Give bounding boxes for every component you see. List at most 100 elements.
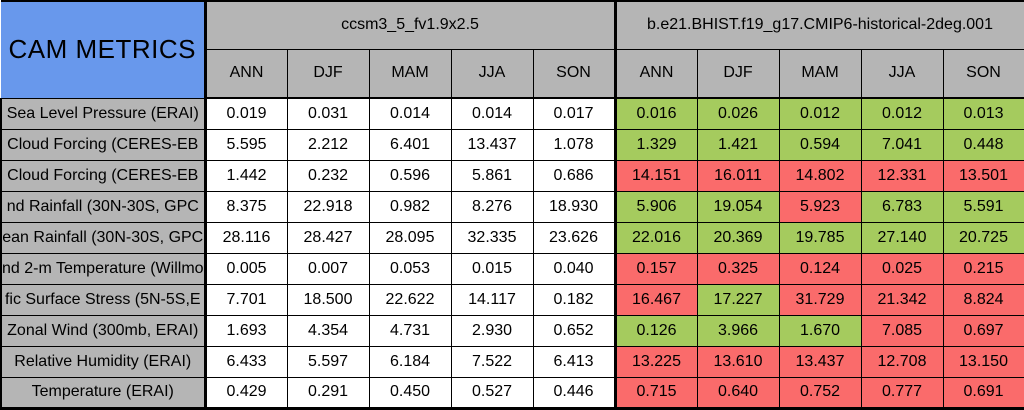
test-value-cell-green: 19.054 <box>696 190 780 223</box>
test-value-cell-green: 3.966 <box>696 314 780 347</box>
test-value-cell-green: 1.329 <box>613 128 698 161</box>
row-label: Cloud Forcing (CERES-EB <box>0 128 207 161</box>
test-value-cell-red: 14.151 <box>613 159 698 192</box>
baseline-value-cell: 1.078 <box>532 128 616 161</box>
test-value-cell-red: 0.325 <box>696 252 780 285</box>
test-value-cell-red: 0.777 <box>860 376 944 410</box>
baseline-value-cell: 0.446 <box>532 376 616 410</box>
test-value-cell-green: 0.448 <box>942 128 1024 161</box>
baseline-value-cell: 32.335 <box>450 221 534 254</box>
baseline-value-cell: 5.595 <box>204 128 288 161</box>
table-row: Cloud Forcing (CERES-EB 5.595 2.212 6.401 13… <box>0 128 1024 161</box>
row-label: ean Rainfall (30N-30S, GPC <box>0 221 207 254</box>
season-header-test-ann: ANN <box>613 48 698 99</box>
baseline-value-cell: 6.413 <box>532 345 616 378</box>
test-value-cell-green: 20.369 <box>696 221 780 254</box>
baseline-value-cell: 0.652 <box>532 314 616 347</box>
table-row: Temperature (ERAI) 0.429 0.291 0.450 0.527 0.… <box>0 376 1024 410</box>
baseline-value-cell: 2.212 <box>286 128 370 161</box>
baseline-value-cell: 0.015 <box>450 252 534 285</box>
test-value-cell-red: 0.752 <box>778 376 862 410</box>
baseline-value-cell: 0.019 <box>204 97 288 130</box>
test-value-cell-red: 21.342 <box>860 283 944 316</box>
baseline-value-cell: 6.433 <box>204 345 288 378</box>
table-title: CAM METRICS <box>1 0 207 99</box>
test-value-cell-red: 31.729 <box>778 283 862 316</box>
baseline-value-cell: 0.596 <box>368 159 452 192</box>
test-value-cell-green: 20.725 <box>942 221 1024 254</box>
season-header-test-son: SON <box>942 48 1024 99</box>
test-value-cell-red: 16.467 <box>613 283 698 316</box>
test-value-cell-red: 0.025 <box>860 252 944 285</box>
row-label: Cloud Forcing (CERES-EB <box>0 159 207 192</box>
table-row: Zonal Wind (300mb, ERAI) 1.693 4.354 4.731 2… <box>0 314 1024 347</box>
test-value-cell-green: 27.140 <box>860 221 944 254</box>
baseline-value-cell: 0.014 <box>368 97 452 130</box>
row-label: nd 2-m Temperature (Willmo <box>0 252 207 285</box>
test-value-cell-green: 0.594 <box>778 128 862 161</box>
baseline-value-cell: 8.276 <box>450 190 534 223</box>
test-value-cell-red: 12.708 <box>860 345 944 378</box>
baseline-value-cell: 5.861 <box>450 159 534 192</box>
test-value-cell-green: 0.026 <box>696 97 780 130</box>
test-value-cell-red: 0.124 <box>778 252 862 285</box>
baseline-value-cell: 0.429 <box>204 376 288 410</box>
test-value-cell-green: 6.783 <box>860 190 944 223</box>
test-value-cell-red: 13.437 <box>778 345 862 378</box>
baseline-value-cell: 1.693 <box>204 314 288 347</box>
baseline-value-cell: 23.626 <box>532 221 616 254</box>
season-header-test-djf: DJF <box>696 48 780 99</box>
test-value-cell-red: 0.691 <box>942 376 1024 410</box>
test-value-cell-green: 1.670 <box>778 314 862 347</box>
baseline-value-cell: 4.354 <box>286 314 370 347</box>
test-value-cell-red: 5.923 <box>778 190 862 223</box>
baseline-value-cell: 0.450 <box>368 376 452 410</box>
season-header-test-jja: JJA <box>860 48 944 99</box>
season-header-baseline-son: SON <box>532 48 616 99</box>
table-row: fic Surface Stress (5N-5S,E 7.701 18.500 22… <box>0 283 1024 316</box>
test-value-cell-red: 14.802 <box>778 159 862 192</box>
test-value-cell-red: 7.085 <box>860 314 944 347</box>
season-header-baseline-mam: MAM <box>368 48 452 99</box>
test-value-cell-red: 12.331 <box>860 159 944 192</box>
baseline-value-cell: 14.117 <box>450 283 534 316</box>
baseline-value-cell: 0.982 <box>368 190 452 223</box>
test-value-cell-green: 19.785 <box>778 221 862 254</box>
season-header-test-mam: MAM <box>778 48 862 99</box>
baseline-value-cell: 22.622 <box>368 283 452 316</box>
row-label: fic Surface Stress (5N-5S,E <box>0 283 207 316</box>
test-value-cell-green: 0.013 <box>942 97 1024 130</box>
test-value-cell-green: 0.012 <box>778 97 862 130</box>
test-value-cell-red: 0.715 <box>613 376 698 410</box>
test-value-cell-red: 13.501 <box>942 159 1024 192</box>
test-value-cell-red: 13.150 <box>942 345 1024 378</box>
test-value-cell-red: 0.215 <box>942 252 1024 285</box>
baseline-value-cell: 6.184 <box>368 345 452 378</box>
row-label: Relative Humidity (ERAI) <box>0 345 207 378</box>
metrics-rows: Sea Level Pressure (ERAI) 0.019 0.031 0.014… <box>0 97 1024 410</box>
baseline-value-cell: 0.053 <box>368 252 452 285</box>
test-value-cell-red: 8.824 <box>942 283 1024 316</box>
baseline-value-cell: 18.500 <box>286 283 370 316</box>
season-header-row: ANN DJF MAM JJA SON ANN DJF MAM JJA SON <box>1 48 1024 99</box>
baseline-value-cell: 0.007 <box>286 252 370 285</box>
baseline-value-cell: 2.930 <box>450 314 534 347</box>
row-label: Temperature (ERAI) <box>0 376 207 410</box>
test-value-cell-green: 0.012 <box>860 97 944 130</box>
test-value-cell-red: 13.225 <box>613 345 698 378</box>
test-value-cell-green: 5.906 <box>613 190 698 223</box>
table-row: Relative Humidity (ERAI) 6.433 5.597 6.184 7… <box>0 345 1024 378</box>
baseline-value-cell: 0.527 <box>450 376 534 410</box>
baseline-value-cell: 4.731 <box>368 314 452 347</box>
baseline-value-cell: 22.918 <box>286 190 370 223</box>
table-row: Sea Level Pressure (ERAI) 0.019 0.031 0.014… <box>0 97 1024 130</box>
table-row: nd Rainfall (30N-30S, GPC 8.375 22.918 0.98… <box>0 190 1024 223</box>
model-header-baseline: ccsm3_5_fv1.9x2.5 <box>204 0 616 50</box>
model-header-test: b.e21.BHIST.f19_g17.CMIP6-historical-2de… <box>613 0 1024 50</box>
model-header-row: CAM METRICS ccsm3_5_fv1.9x2.5 b.e21.BHIS… <box>1 0 1024 99</box>
table-row: ean Rainfall (30N-30S, GPC 28.116 28.427 28… <box>0 221 1024 254</box>
baseline-value-cell: 0.031 <box>286 97 370 130</box>
test-value-cell-green: 0.016 <box>613 97 698 130</box>
